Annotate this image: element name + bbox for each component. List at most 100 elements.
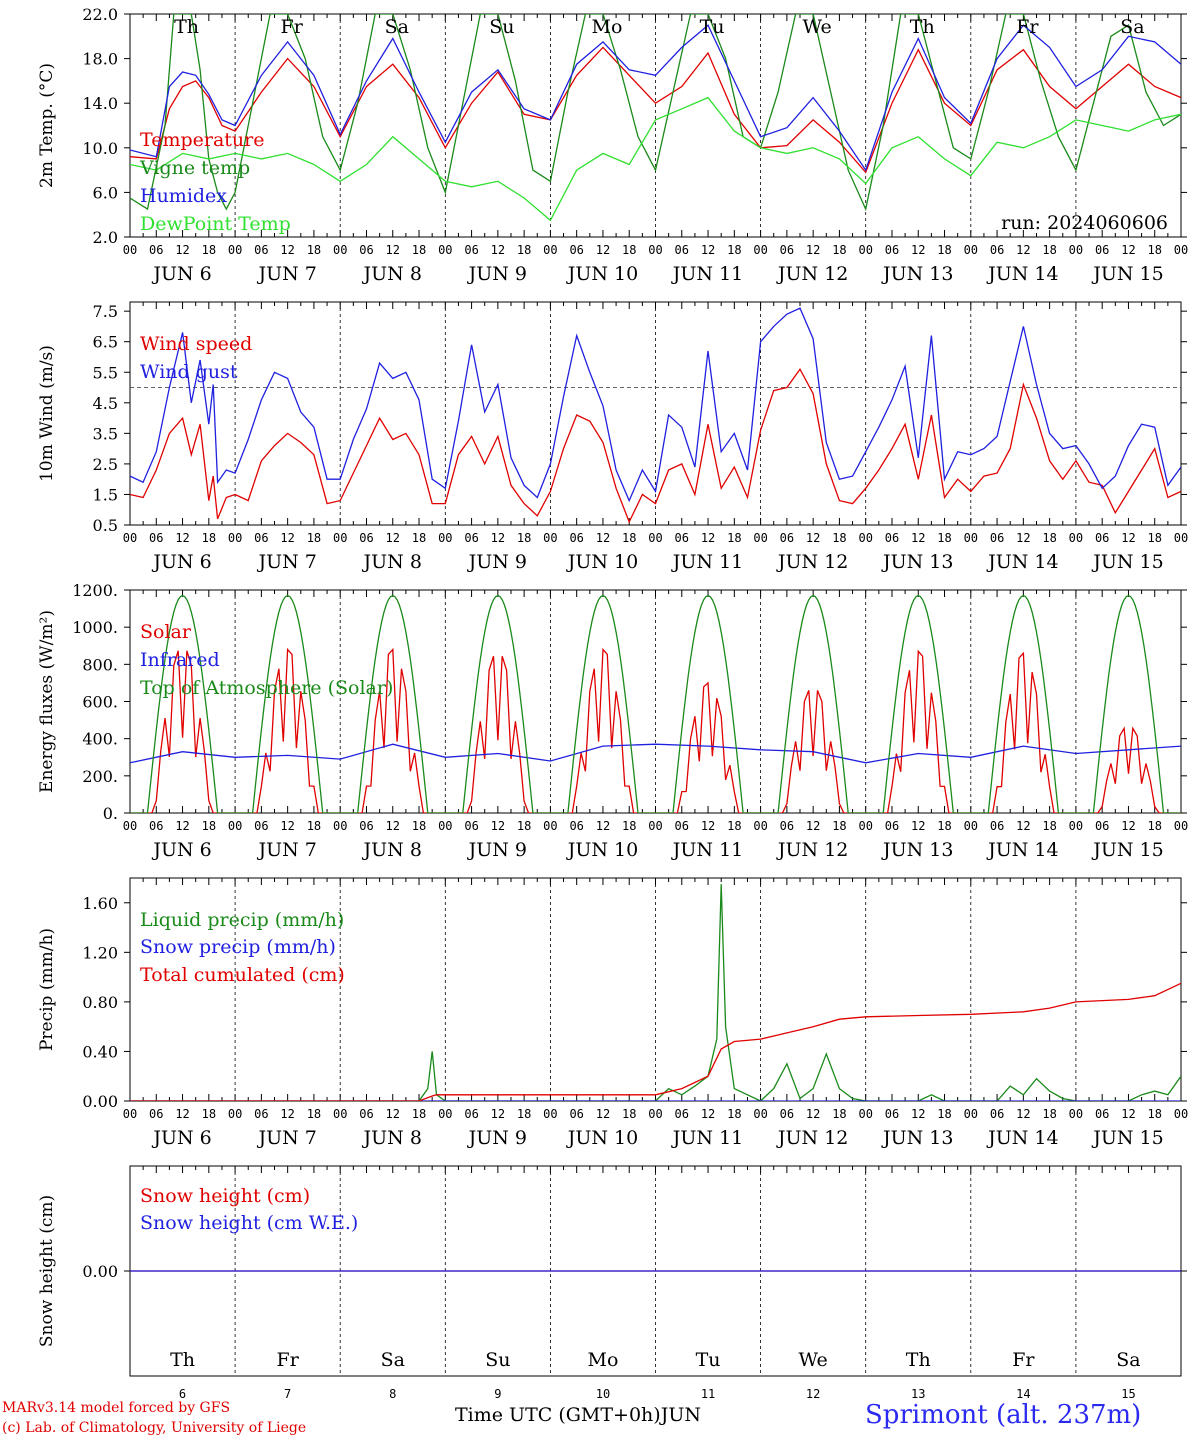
weekday-label: Th [910, 16, 935, 38]
date-label: JUN 8 [362, 839, 422, 861]
weekday-label: Tu [700, 16, 725, 38]
series-line-wind-gust [130, 307, 1181, 503]
date-label: JUN 14 [986, 839, 1058, 861]
hour-tick-label: 12 [911, 819, 925, 833]
series-line-total-cumulated-cm- [130, 982, 1181, 1101]
weekday-label: Tu [696, 1349, 721, 1371]
hour-tick-label: 12 [596, 531, 610, 545]
hour-tick-label: 12 [386, 531, 400, 545]
day-number-label: 13 [911, 1387, 925, 1401]
y-tick-label: 0.00 [82, 1092, 118, 1111]
hour-tick-label: 06 [569, 1107, 583, 1121]
legend-entry: Snow height (cm W.E.) [140, 1212, 358, 1234]
series-line-temperature [130, 46, 1181, 174]
credit-line: (c) Lab. of Climatology, University of L… [2, 1420, 307, 1436]
date-label: JUN 13 [881, 263, 953, 285]
weekday-label: Sa [381, 1349, 405, 1371]
hour-tick-label: 06 [780, 243, 794, 257]
y-tick-label: 2.0 [93, 228, 118, 247]
date-label: JUN 7 [256, 1127, 316, 1149]
hour-tick-label: 18 [622, 243, 636, 257]
hour-tick-label: 00 [123, 531, 137, 545]
hour-tick-label: 18 [937, 819, 951, 833]
date-label: JUN 15 [1091, 839, 1163, 861]
series-line-dewpoint-temp [130, 96, 1181, 222]
weekday-label: Sa [1120, 16, 1144, 38]
y-tick-label: 2.5 [93, 455, 118, 474]
hour-tick-label: 18 [832, 819, 846, 833]
hour-tick-label: 06 [149, 531, 163, 545]
hour-tick-label: 12 [1016, 1107, 1030, 1121]
hour-tick-label: 18 [1042, 1107, 1056, 1121]
hour-tick-label: 12 [911, 1107, 925, 1121]
date-label: JUN 14 [986, 1127, 1058, 1149]
weekday-label: Mo [587, 1349, 618, 1371]
hour-tick-label: 06 [254, 819, 268, 833]
hour-tick-label: 12 [806, 531, 820, 545]
run-label: run: 2024060606 [1001, 212, 1168, 234]
hour-tick-label: 12 [701, 531, 715, 545]
weekday-label: We [803, 16, 832, 38]
hour-tick-label: 00 [123, 1107, 137, 1121]
hour-tick-label: 18 [307, 531, 321, 545]
weekday-label: Sa [385, 16, 409, 38]
plot-frame [129, 589, 1182, 814]
hour-tick-label: 06 [780, 819, 794, 833]
hour-tick-label: 18 [202, 531, 216, 545]
date-label: JUN 10 [566, 839, 638, 861]
hour-tick-label: 06 [885, 243, 899, 257]
hour-tick-label: 00 [543, 531, 557, 545]
plot-frame [129, 13, 1182, 238]
hour-tick-label: 00 [123, 243, 137, 257]
date-label: JUN 14 [986, 263, 1058, 285]
weekday-label: Su [485, 1349, 510, 1371]
y-tick-label: 1.5 [93, 485, 118, 504]
hour-tick-label: 12 [701, 243, 715, 257]
date-label: JUN 10 [566, 263, 638, 285]
hour-tick-label: 06 [149, 819, 163, 833]
date-label: JUN 13 [881, 551, 953, 573]
hour-tick-label: 06 [254, 531, 268, 545]
hour-tick-label: 00 [964, 531, 978, 545]
y-tick-label: 0.00 [82, 1262, 118, 1281]
hour-tick-label: 06 [675, 531, 689, 545]
day-number-label: 10 [596, 1387, 610, 1401]
hour-tick-label: 06 [1095, 819, 1109, 833]
hour-tick-label: 00 [333, 531, 347, 545]
y-tick-label: 7.5 [93, 302, 118, 321]
hour-tick-label: 12 [596, 819, 610, 833]
date-label: JUN 7 [256, 263, 316, 285]
hour-tick-label: 18 [1042, 531, 1056, 545]
day-number-label: 6 [179, 1387, 186, 1401]
hour-tick-label: 18 [412, 243, 426, 257]
hour-tick-label: 18 [1042, 819, 1056, 833]
hour-tick-label: 06 [675, 1107, 689, 1121]
date-label: JUN 6 [151, 1127, 211, 1149]
legend-entry: DewPoint Temp [140, 213, 291, 235]
y-tick-label: 800. [82, 655, 118, 674]
hour-tick-label: 06 [359, 1107, 373, 1121]
weekday-label: Fr [1016, 16, 1039, 38]
date-label: JUN 9 [467, 1127, 527, 1149]
weekday-label: Su [489, 16, 514, 38]
weekday-label: Th [906, 1349, 931, 1371]
hour-tick-label: 12 [1016, 531, 1030, 545]
date-label: JUN 11 [671, 839, 743, 861]
weekday-label: Sa [1116, 1349, 1140, 1371]
y-tick-label: 400. [82, 730, 118, 749]
hour-tick-label: 18 [727, 531, 741, 545]
hour-tick-label: 00 [964, 1107, 978, 1121]
legend-entry: Top of Atmosphere (Solar) [140, 677, 393, 699]
hour-tick-label: 00 [858, 819, 872, 833]
hour-tick-label: 06 [990, 1107, 1004, 1121]
legend-entry: Snow height (cm) [140, 1185, 310, 1207]
date-label: JUN 14 [986, 551, 1058, 573]
hour-tick-label: 06 [569, 531, 583, 545]
weekday-label: We [799, 1349, 828, 1371]
hour-tick-label: 18 [937, 243, 951, 257]
series-group [130, 14, 1181, 222]
series-line-humidex [130, 24, 1181, 172]
hour-tick-label: 06 [359, 819, 373, 833]
date-label: JUN 15 [1091, 551, 1163, 573]
hour-tick-label: 00 [753, 1107, 767, 1121]
